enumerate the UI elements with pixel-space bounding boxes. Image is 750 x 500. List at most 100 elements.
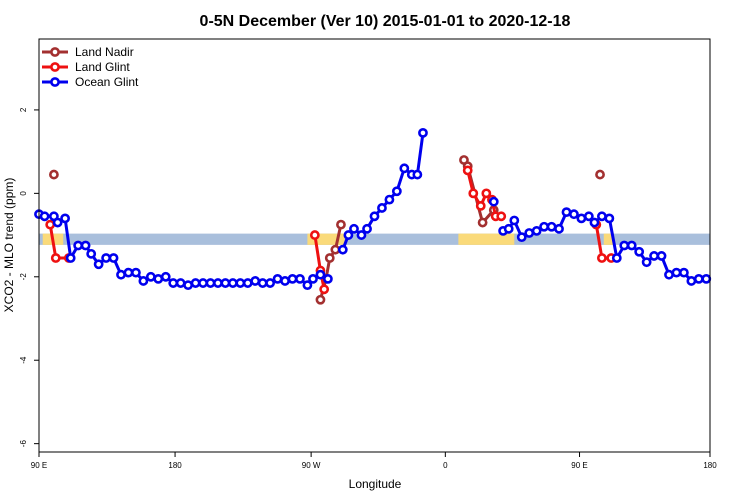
data-point <box>693 273 704 284</box>
data-point <box>52 217 63 228</box>
data-point <box>65 253 76 263</box>
data-point <box>384 194 395 205</box>
y-axis: 2 0 -2 -4 -6 <box>19 107 39 447</box>
legend-label: Land Glint <box>75 60 130 74</box>
data-point <box>175 278 186 288</box>
data-point <box>589 217 600 228</box>
data-point <box>626 240 637 251</box>
data-point <box>343 230 354 240</box>
data-point <box>391 186 402 197</box>
data-point <box>412 169 423 180</box>
data-point <box>596 211 607 222</box>
data-point <box>50 253 61 263</box>
series-layer <box>34 127 712 305</box>
data-point <box>583 211 594 222</box>
data-point <box>309 230 320 240</box>
data-point <box>49 169 59 180</box>
data-point <box>569 209 579 220</box>
data-point <box>235 278 246 288</box>
data-point <box>86 248 97 259</box>
data-point <box>213 278 223 288</box>
data-point <box>250 276 261 286</box>
data-point <box>475 200 486 211</box>
data-point <box>123 267 134 278</box>
data-point <box>477 217 488 228</box>
y-tick-label: 0 <box>19 191 28 196</box>
data-point <box>183 280 194 291</box>
data-point <box>295 273 305 284</box>
data-point <box>595 169 605 180</box>
chart-title: 0-5N December (Ver 10) 2015-01-01 to 202… <box>200 13 571 30</box>
data-point <box>462 165 473 176</box>
x-tick-label: 90 E <box>571 461 587 470</box>
data-point <box>418 127 428 138</box>
y-tick-label: -2 <box>19 273 28 281</box>
data-point <box>369 211 380 222</box>
data-point <box>509 215 520 226</box>
plot-frame <box>38 38 711 453</box>
data-point <box>220 278 231 288</box>
legend-item: Ocean Glint <box>42 75 139 89</box>
data-point <box>319 284 330 295</box>
data-point <box>242 278 253 288</box>
legend-marker <box>50 77 60 87</box>
band-base <box>39 233 710 245</box>
data-point <box>701 273 712 284</box>
data-point <box>73 240 84 251</box>
data-point <box>337 244 348 255</box>
series-line <box>594 224 604 259</box>
legend-item: Land Nadir <box>42 45 134 59</box>
data-point <box>656 251 667 261</box>
x-tick-label: 180 <box>168 461 182 470</box>
data-point <box>138 276 149 286</box>
data-point <box>362 223 372 234</box>
legend-label: Land Nadir <box>75 45 134 59</box>
series-ocean-glint <box>34 127 712 291</box>
data-point <box>554 223 564 234</box>
data-point <box>198 278 208 288</box>
data-point <box>481 188 492 199</box>
data-point <box>686 276 697 286</box>
data-point <box>280 276 290 286</box>
data-point <box>131 267 141 278</box>
data-point <box>330 244 341 255</box>
data-point <box>45 219 56 230</box>
data-point <box>227 278 238 288</box>
data-point <box>503 223 514 234</box>
data-point <box>488 196 499 207</box>
data-point <box>399 163 410 174</box>
x-tick-label: 180 <box>703 461 717 470</box>
data-point <box>265 278 276 288</box>
data-point <box>257 278 268 288</box>
data-point <box>145 271 156 282</box>
data-point <box>324 253 335 263</box>
data-point <box>308 273 318 284</box>
x-tick-label: 90 E <box>31 461 47 470</box>
data-point <box>604 213 615 224</box>
data-point <box>649 251 659 261</box>
data-point <box>116 269 126 280</box>
data-point <box>101 253 111 263</box>
data-point <box>93 259 104 270</box>
band-land-segment <box>603 233 614 245</box>
reference-band <box>39 233 710 245</box>
data-point <box>664 269 674 280</box>
y-tick-label: -6 <box>19 440 28 448</box>
data-point <box>153 273 164 284</box>
data-point <box>671 267 682 278</box>
data-point <box>160 271 171 282</box>
x-axis: 90 E 180 90 W 0 90 E 180 <box>31 452 717 470</box>
data-point <box>539 221 550 232</box>
y-tick-label: -4 <box>19 356 28 364</box>
data-point <box>39 211 50 222</box>
data-point <box>634 246 645 257</box>
data-point <box>641 257 652 268</box>
x-tick-label: 90 W <box>302 461 321 470</box>
data-point <box>496 211 507 222</box>
data-point <box>205 278 216 288</box>
band-land-segment <box>458 233 515 245</box>
data-point <box>531 225 542 236</box>
data-point <box>336 219 346 230</box>
